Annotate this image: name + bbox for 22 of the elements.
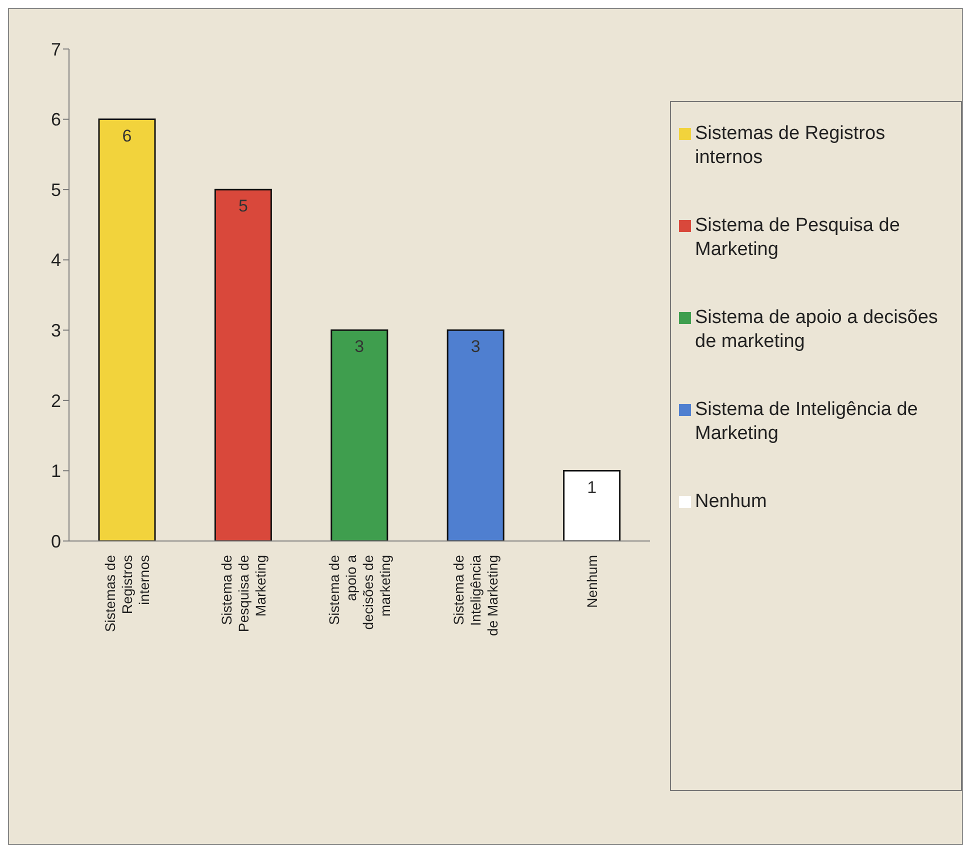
legend-label: Sistema de Inteligência de Marketing <box>695 398 919 446</box>
y-tick-label: 1 <box>50 461 61 482</box>
y-tick-label: 4 <box>50 250 61 270</box>
data-label: 3 <box>354 337 364 356</box>
data-label: 6 <box>122 126 132 146</box>
y-tick-label: 0 <box>50 531 61 552</box>
legend-label: Nenhum <box>695 490 768 514</box>
x-tick-label: Sistemas de Registros internos <box>102 554 152 632</box>
data-label: 3 <box>470 337 480 356</box>
legend-label: Sistema de Pesquisa de Marketing <box>695 214 901 262</box>
x-tick-label: Nenhum <box>584 555 600 608</box>
y-tick-label: 3 <box>50 320 61 341</box>
y-tick-label: 6 <box>50 110 61 130</box>
y-tick-label: 7 <box>50 39 61 60</box>
y-tick-label: 5 <box>50 180 61 200</box>
data-label: 5 <box>238 196 248 216</box>
legend-label: Sistemas de Registros internos <box>695 122 886 170</box>
x-tick-label: Sistema de Pesquisa de Marketing <box>218 554 268 632</box>
x-tick-label: Sistema de apoio a decisões de marketing <box>326 554 393 630</box>
legend-label: Sistema de apoio a decisões de marketing <box>695 306 939 354</box>
y-tick-label: 2 <box>50 390 61 411</box>
data-label: 1 <box>587 478 597 497</box>
